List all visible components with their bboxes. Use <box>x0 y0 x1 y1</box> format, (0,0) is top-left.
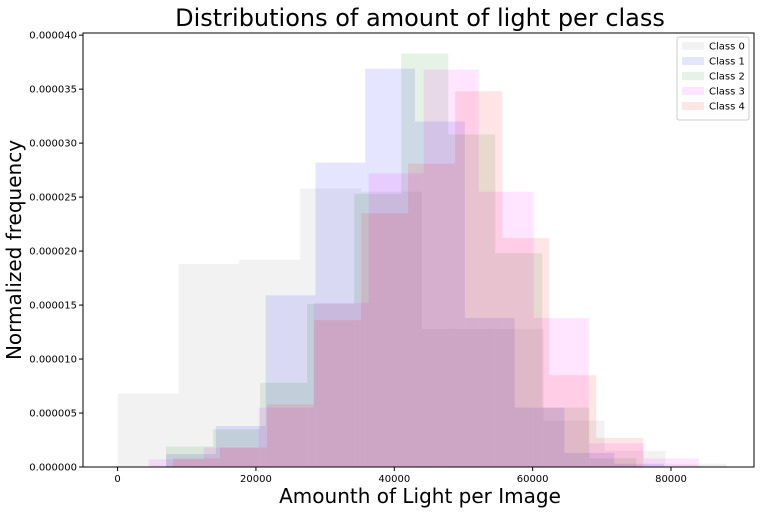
histogram-bar <box>455 91 503 468</box>
histogram-bar <box>307 303 355 467</box>
y-axis-label: Normalized frequency <box>2 140 26 360</box>
x-axis-label: Amounth of Light per Image <box>279 484 561 508</box>
histogram-bar <box>421 328 483 467</box>
histogram-bar <box>258 407 314 467</box>
histogram-bar <box>166 454 216 467</box>
series-class-2 <box>166 53 637 468</box>
histogram-bar <box>408 163 456 467</box>
histogram-bar <box>265 295 316 467</box>
histogram-bar <box>315 162 366 468</box>
histogram-bar <box>502 238 550 467</box>
y-tick-label: 0.000030 <box>29 139 77 150</box>
x-tick-label: 60000 <box>517 474 549 485</box>
legend-entry: Class 0 <box>709 42 745 53</box>
histogram-bar <box>564 452 615 467</box>
histogram-bar <box>478 191 534 467</box>
histogram-bar <box>549 375 597 467</box>
legend-entry: Class 4 <box>709 102 745 113</box>
histogram-bar <box>314 320 362 467</box>
series-class-1 <box>166 68 665 468</box>
histogram-bar <box>219 447 268 467</box>
histogram-bar <box>464 318 515 467</box>
x-tick-label: 20000 <box>240 474 272 485</box>
histogram-bar <box>239 259 301 467</box>
histogram-bar <box>368 173 424 467</box>
y-tick-label: 0.000015 <box>29 301 77 312</box>
y-tick-label: 0.000025 <box>29 193 77 204</box>
histogram-bar <box>423 69 479 468</box>
x-tick-label: 80000 <box>655 474 687 485</box>
histogram-bar <box>542 407 590 467</box>
histogram-bar <box>203 447 259 467</box>
y-tick-label: 0.000000 <box>29 463 77 474</box>
y-tick-label: 0.000040 <box>29 31 77 42</box>
histogram-bar <box>260 382 308 467</box>
y-tick-label: 0.000035 <box>29 85 77 96</box>
histogram-bar <box>313 302 369 467</box>
histogram-bar <box>482 328 544 467</box>
legend: Class 0 Class 1 Class 2 Class 3 Class 4 <box>676 36 750 121</box>
legend-swatch <box>682 87 704 95</box>
chart-title: Distributions of amount of light per cla… <box>175 4 665 32</box>
y-tick-label: 0.000005 <box>29 409 77 420</box>
histogram-bar <box>614 463 665 467</box>
histogram-bar <box>415 121 465 467</box>
series-class-0 <box>117 188 727 467</box>
histogram-bar <box>604 450 666 467</box>
histogram-bar <box>589 458 637 467</box>
histogram-bar <box>354 193 402 468</box>
y-tick-label: 0.000020 <box>29 247 77 258</box>
legend-swatch <box>682 57 704 65</box>
histogram-bar <box>514 407 565 467</box>
histogram-bar <box>213 429 261 467</box>
legend-swatch <box>682 102 704 110</box>
plot-area <box>117 53 727 468</box>
histogram-bar <box>543 420 605 467</box>
histogram-bar <box>643 458 699 467</box>
histogram-bar <box>401 53 449 467</box>
histogram-bar <box>365 68 416 467</box>
axes-frame <box>82 32 755 468</box>
histogram-bar <box>166 446 214 467</box>
legend-swatch <box>682 72 704 80</box>
histogram-bar <box>596 437 644 467</box>
histogram-bar <box>178 264 240 467</box>
legend-entry: Class 1 <box>709 57 745 68</box>
series-class-4 <box>172 91 644 468</box>
histogram-bar <box>533 318 589 467</box>
histogram-bar <box>448 134 496 468</box>
histogram-bar <box>361 213 409 467</box>
series-class-3 <box>148 69 699 468</box>
histogram-bar <box>215 425 266 467</box>
histogram-bar <box>267 404 315 467</box>
histogram-bar <box>117 393 179 467</box>
histogram-bar <box>361 191 422 467</box>
histogram-bar <box>665 463 727 467</box>
y-tick-label: 0.000010 <box>29 355 77 366</box>
legend-entry: Class 2 <box>709 72 745 83</box>
legend-box <box>676 36 750 121</box>
histogram-bar <box>495 253 543 467</box>
legend-swatch <box>682 42 704 50</box>
histogram-bar <box>172 458 220 467</box>
histogram-bar <box>588 443 644 467</box>
x-tick-label: 40000 <box>378 474 410 485</box>
histogram-bar <box>300 188 362 467</box>
axis-ticks: 0 20000 40000 60000 80000 0.000000 0.000005 0.0… <box>29 31 687 485</box>
legend-entry: Class 3 <box>709 87 745 98</box>
x-tick-label: 0 <box>114 474 120 485</box>
histogram-bar <box>148 459 204 467</box>
